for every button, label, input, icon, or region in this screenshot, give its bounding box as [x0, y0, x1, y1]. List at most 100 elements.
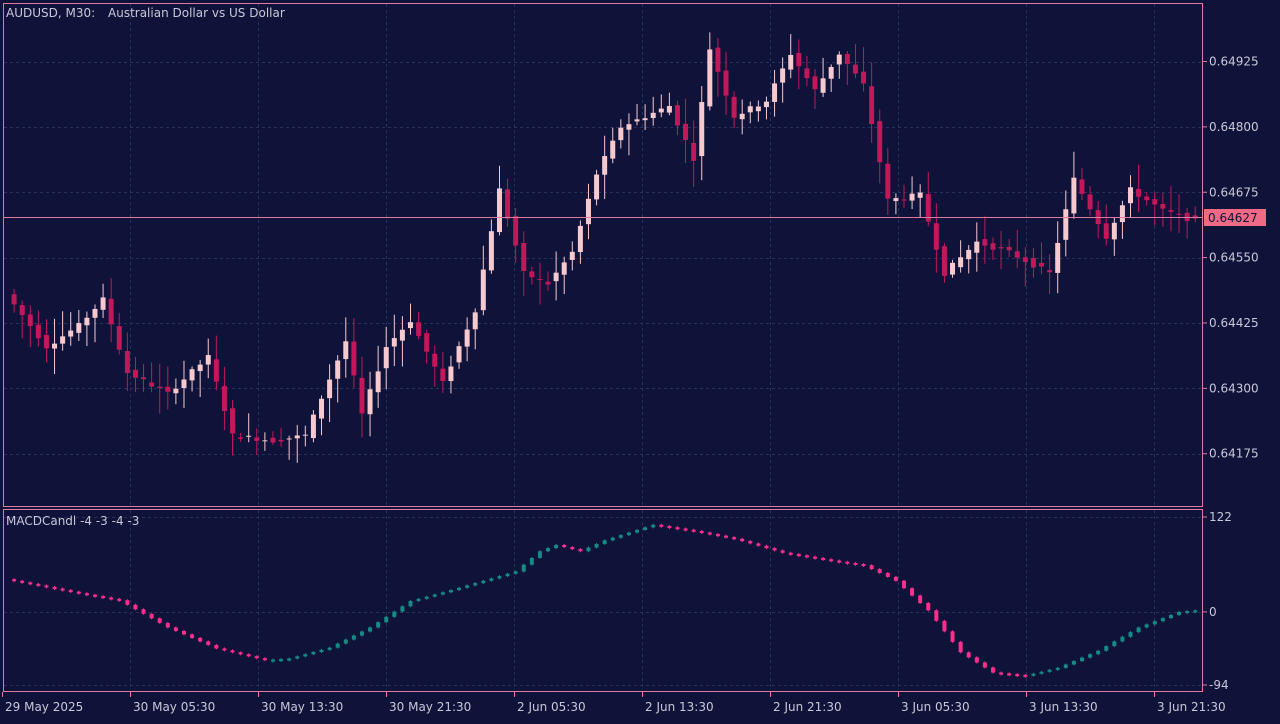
bull-candle-body[interactable] — [100, 297, 106, 310]
macd-down-candle[interactable] — [76, 591, 81, 594]
macd-down-candle[interactable] — [165, 622, 170, 628]
bear-candle-body[interactable] — [513, 216, 519, 246]
bear-candle-body[interactable] — [157, 386, 163, 388]
macd-down-candle[interactable] — [845, 561, 850, 564]
macd-up-candle[interactable] — [319, 649, 324, 653]
bull-candle-body[interactable] — [456, 346, 462, 363]
bear-candle-body[interactable] — [270, 437, 276, 443]
bear-candle-body[interactable] — [683, 123, 689, 140]
macd-down-candle[interactable] — [893, 576, 898, 581]
macd-up-candle[interactable] — [311, 652, 316, 655]
macd-up-candle[interactable] — [473, 583, 478, 586]
bull-candle-body[interactable] — [408, 322, 413, 329]
bull-candle-body[interactable] — [618, 127, 624, 141]
bull-candle-body[interactable] — [666, 106, 672, 113]
macd-down-candle[interactable] — [230, 650, 235, 653]
macd-up-candle[interactable] — [1120, 636, 1125, 642]
bull-candle-body[interactable] — [205, 355, 211, 365]
macd-down-candle[interactable] — [804, 555, 809, 558]
macd-up-candle[interactable] — [1088, 654, 1093, 658]
macd-up-candle[interactable] — [1185, 611, 1190, 614]
macd-down-candle[interactable] — [861, 564, 866, 567]
macd-down-candle[interactable] — [562, 545, 567, 548]
macd-up-candle[interactable] — [521, 564, 526, 572]
bull-candle-body[interactable] — [60, 336, 66, 344]
bull-candle-body[interactable] — [1119, 205, 1125, 223]
bull-candle-body[interactable] — [569, 251, 575, 260]
macd-up-candle[interactable] — [448, 590, 453, 593]
bear-candle-body[interactable] — [221, 386, 227, 412]
bull-candle-body[interactable] — [246, 435, 252, 437]
bear-candle-body[interactable] — [116, 326, 122, 350]
macd-up-candle[interactable] — [303, 654, 308, 657]
bull-candle-body[interactable] — [319, 398, 325, 419]
bear-candle-body[interactable] — [1176, 213, 1182, 215]
macd-up-candle[interactable] — [1144, 624, 1149, 628]
bull-candle-body[interactable] — [602, 156, 608, 175]
bull-candle-body[interactable] — [1071, 177, 1077, 214]
bull-candle-body[interactable] — [966, 249, 972, 260]
macd-down-candle[interactable] — [125, 600, 130, 605]
macd-down-candle[interactable] — [20, 580, 25, 583]
bull-candle-body[interactable] — [464, 329, 470, 347]
macd-up-candle[interactable] — [424, 596, 429, 599]
macd-up-candle[interactable] — [432, 594, 437, 597]
bull-candle-body[interactable] — [893, 198, 899, 202]
macd-down-candle[interactable] — [117, 598, 122, 601]
macd-down-candle[interactable] — [990, 667, 995, 673]
macd-up-candle[interactable] — [270, 659, 275, 662]
macd-down-candle[interactable] — [36, 583, 41, 586]
bull-candle-body[interactable] — [197, 364, 203, 372]
bear-candle-body[interactable] — [844, 54, 850, 64]
bull-candle-body[interactable] — [642, 118, 648, 121]
macd-up-candle[interactable] — [392, 611, 397, 617]
bull-candle-body[interactable] — [302, 434, 308, 436]
bull-candle-body[interactable] — [383, 347, 389, 369]
bear-candle-body[interactable] — [238, 437, 244, 439]
bull-candle-body[interactable] — [1111, 222, 1117, 240]
bull-candle-body[interactable] — [496, 188, 502, 233]
macd-up-candle[interactable] — [457, 587, 462, 591]
macd-up-candle[interactable] — [1104, 646, 1109, 651]
bull-candle-body[interactable] — [958, 257, 964, 268]
bull-candle-body[interactable] — [739, 113, 745, 120]
macd-up-candle[interactable] — [1193, 610, 1198, 613]
macd-up-candle[interactable] — [1039, 671, 1044, 674]
bear-candle-body[interactable] — [852, 64, 858, 74]
bull-candle-body[interactable] — [367, 389, 373, 415]
bear-candle-body[interactable] — [165, 386, 171, 392]
bear-candle-body[interactable] — [278, 439, 284, 442]
bull-candle-body[interactable] — [84, 317, 90, 326]
macd-down-candle[interactable] — [28, 582, 33, 585]
macd-up-candle[interactable] — [1136, 627, 1141, 633]
bull-candle-body[interactable] — [173, 388, 179, 394]
macd-up-candle[interactable] — [1128, 632, 1133, 637]
bull-candle-body[interactable] — [699, 102, 705, 157]
bull-candle-body[interactable] — [286, 438, 292, 440]
macd-up-candle[interactable] — [440, 592, 445, 595]
macd-up-candle[interactable] — [489, 578, 494, 581]
bear-candle-body[interactable] — [1047, 270, 1053, 273]
macd-down-candle[interactable] — [149, 613, 154, 619]
bear-candle-body[interactable] — [416, 322, 422, 336]
bull-candle-body[interactable] — [950, 262, 956, 275]
bull-candle-body[interactable] — [480, 269, 486, 311]
macd-down-candle[interactable] — [829, 559, 834, 562]
bull-candle-body[interactable] — [755, 106, 761, 112]
macd-up-candle[interactable] — [602, 540, 607, 544]
macd-down-candle[interactable] — [813, 556, 817, 559]
macd-up-candle[interactable] — [351, 635, 356, 640]
macd-up-candle[interactable] — [408, 601, 413, 607]
macd-down-candle[interactable] — [141, 609, 146, 614]
bear-candle-body[interactable] — [674, 105, 680, 126]
macd-down-candle[interactable] — [206, 641, 211, 645]
macd-up-candle[interactable] — [416, 598, 421, 601]
macd-candle-series[interactable] — [12, 523, 1198, 678]
bull-candle-body[interactable] — [52, 343, 58, 349]
bear-candle-body[interactable] — [1039, 262, 1045, 267]
bull-candle-body[interactable] — [634, 119, 640, 122]
bull-candle-body[interactable] — [399, 329, 405, 341]
macd-up-candle[interactable] — [1096, 650, 1101, 655]
macd-up-candle[interactable] — [481, 580, 486, 584]
macd-down-candle[interactable] — [748, 541, 753, 544]
